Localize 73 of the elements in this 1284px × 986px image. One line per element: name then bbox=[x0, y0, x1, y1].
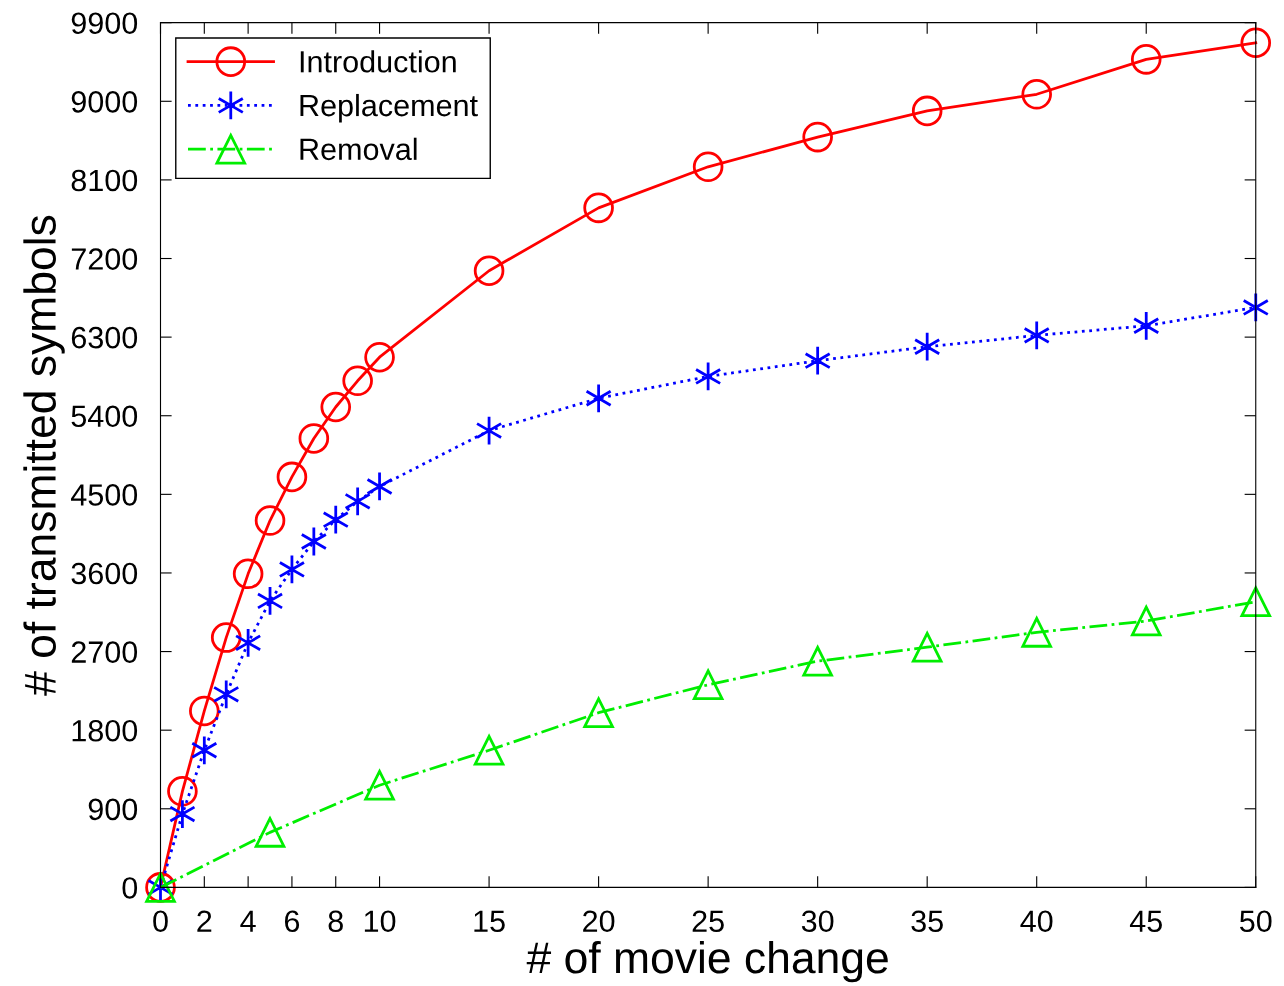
point bbox=[344, 486, 372, 517]
y-tick-label: 0 bbox=[122, 877, 138, 899]
point bbox=[1240, 27, 1272, 59]
point bbox=[1240, 586, 1272, 618]
point bbox=[802, 645, 833, 677]
legend-label: Introduction bbox=[300, 50, 456, 73]
y-tick-label: 1800 bbox=[72, 719, 138, 742]
point bbox=[583, 192, 614, 224]
point bbox=[692, 151, 724, 183]
point bbox=[473, 734, 505, 766]
x-tick-label: 30 bbox=[801, 910, 834, 933]
point bbox=[694, 361, 722, 392]
point bbox=[210, 622, 242, 653]
y-tick-label: 9900 bbox=[71, 12, 138, 35]
y-tick-label: 8100 bbox=[71, 169, 138, 192]
point bbox=[232, 558, 264, 590]
legend-label: Replacement bbox=[300, 93, 478, 123]
point bbox=[276, 461, 308, 493]
y-tick-label: 900 bbox=[88, 798, 138, 821]
point bbox=[167, 776, 198, 807]
point bbox=[190, 734, 218, 766]
x-tick-label: 8 bbox=[328, 910, 343, 933]
point bbox=[1130, 44, 1162, 75]
point bbox=[1130, 605, 1162, 637]
x-tick-label: 6 bbox=[284, 910, 300, 933]
y-tick-label: 4500 bbox=[71, 484, 138, 506]
point bbox=[366, 471, 393, 502]
point bbox=[364, 341, 395, 373]
x-tick-label: 10 bbox=[364, 910, 396, 933]
point bbox=[1132, 310, 1160, 342]
point bbox=[234, 627, 262, 659]
point bbox=[1021, 79, 1052, 110]
y-tick-label: 2700 bbox=[71, 641, 138, 663]
point bbox=[585, 382, 613, 414]
point bbox=[802, 121, 833, 153]
point bbox=[212, 679, 240, 710]
point bbox=[692, 669, 724, 701]
point bbox=[473, 255, 505, 287]
point bbox=[583, 697, 614, 728]
point bbox=[300, 526, 328, 557]
point bbox=[1021, 617, 1052, 648]
point bbox=[1023, 320, 1051, 351]
y-tick-label: 6300 bbox=[71, 326, 138, 349]
point bbox=[254, 505, 286, 536]
x-tick-label: 35 bbox=[911, 910, 943, 933]
x-tick-label: 0 bbox=[153, 910, 168, 933]
x-axis-title: # of movie change bbox=[526, 940, 888, 983]
point bbox=[298, 423, 330, 454]
y-tick-label: 7200 bbox=[71, 248, 138, 270]
y-axis-title: # of transmitted symbols bbox=[23, 215, 65, 696]
x-tick-label: 15 bbox=[474, 910, 505, 933]
point bbox=[254, 817, 286, 848]
point bbox=[913, 331, 941, 363]
x-tick-label: 25 bbox=[692, 910, 724, 933]
x-tick-label: 4 bbox=[240, 910, 256, 932]
x-tick-label: 2 bbox=[197, 910, 212, 932]
point bbox=[320, 391, 352, 423]
x-tick-label: 45 bbox=[1129, 910, 1162, 933]
point bbox=[364, 769, 395, 801]
point bbox=[911, 631, 943, 663]
x-tick-label: 20 bbox=[583, 910, 615, 933]
point bbox=[322, 504, 350, 535]
y-tick-label: 3600 bbox=[71, 562, 138, 585]
y-tick-label: 9000 bbox=[71, 91, 138, 113]
y-tick-label: 5400 bbox=[71, 405, 138, 428]
point bbox=[189, 695, 220, 727]
x-tick-label: 40 bbox=[1020, 910, 1053, 933]
point bbox=[911, 95, 943, 127]
x-tick-label: 50 bbox=[1239, 910, 1272, 933]
point bbox=[804, 345, 832, 376]
point bbox=[168, 798, 196, 830]
point bbox=[342, 365, 373, 397]
legend-label: Removal bbox=[300, 137, 417, 161]
